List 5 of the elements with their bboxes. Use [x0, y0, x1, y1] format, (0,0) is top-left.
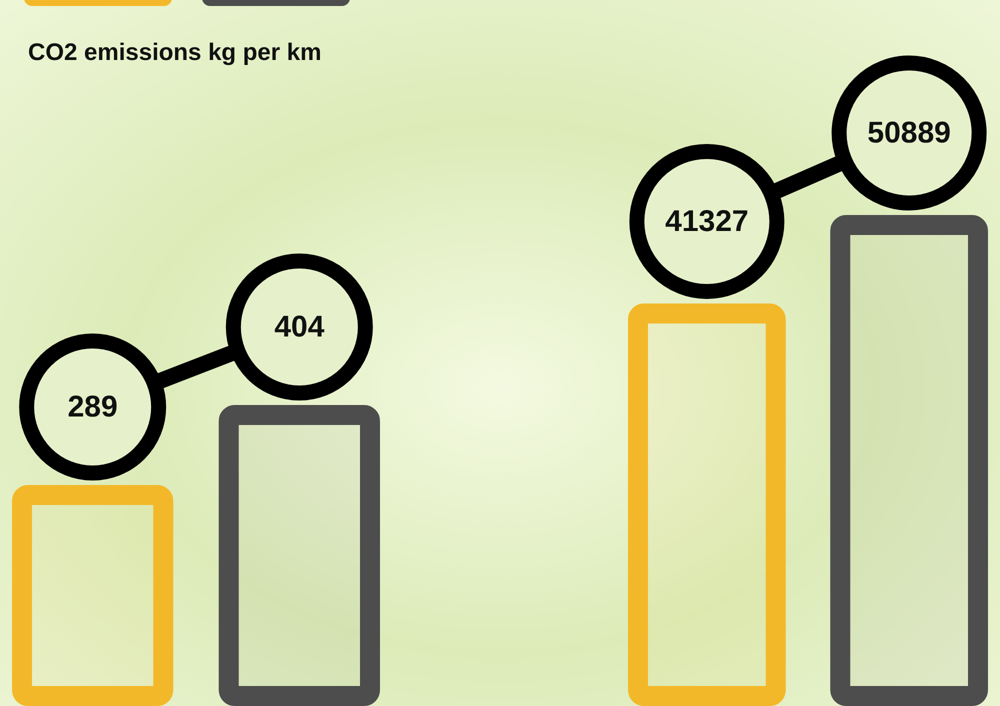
data-label: 404: [274, 310, 325, 344]
data-label: 50889: [867, 116, 951, 150]
data-label: 41327: [665, 205, 749, 238]
chart-title: CO2 emissions kg per km: [28, 39, 322, 66]
data-label: 289: [68, 390, 118, 424]
